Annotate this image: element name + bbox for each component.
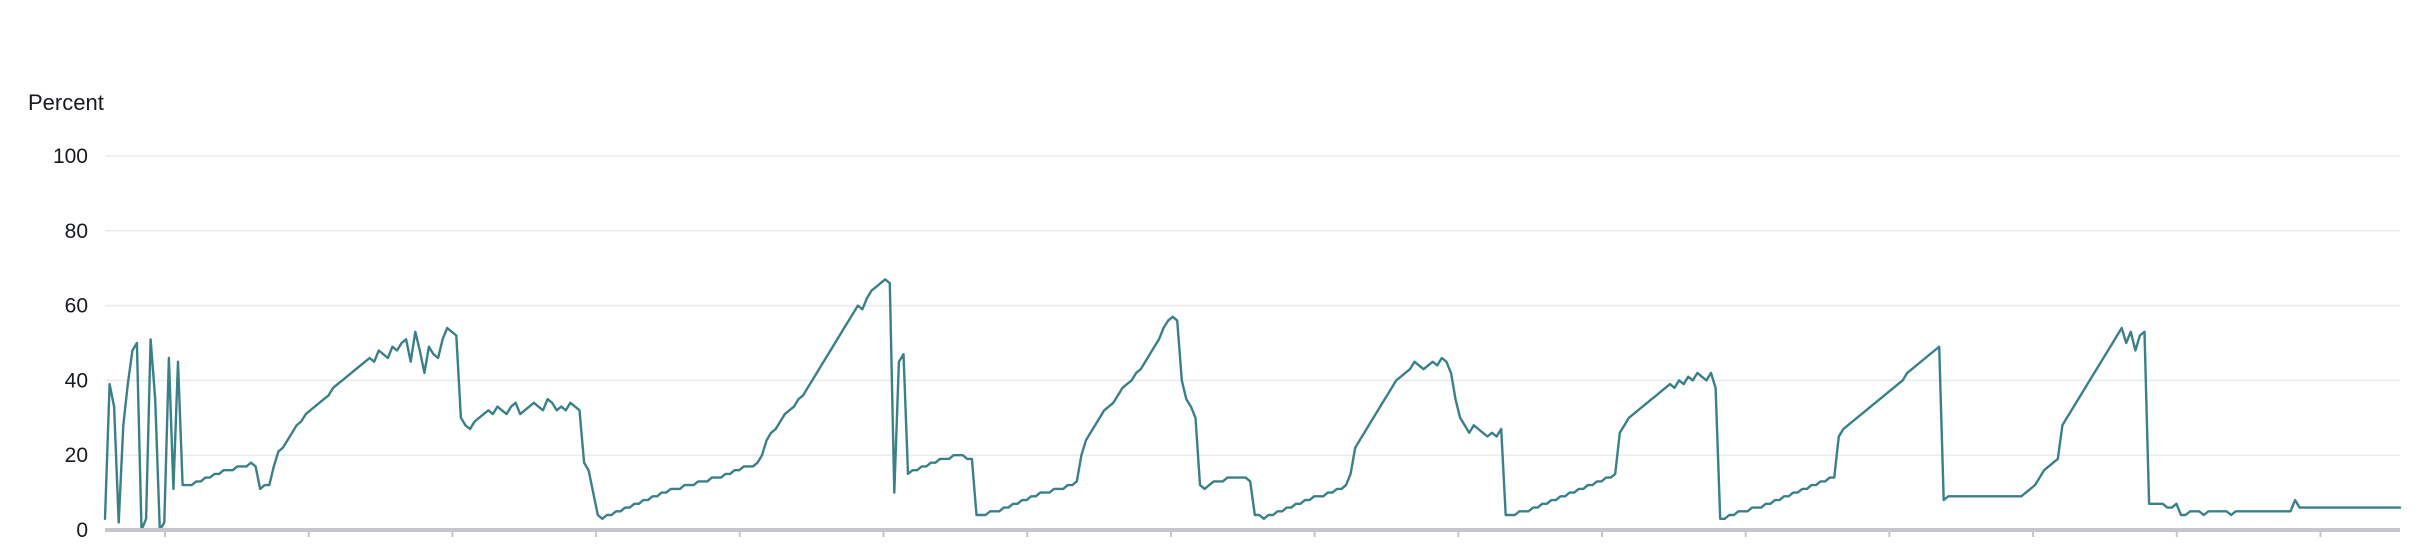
y-tick-label-20: 20: [65, 444, 88, 467]
y-tick-label-60: 60: [65, 295, 88, 318]
y-tick-label-0: 0: [76, 519, 88, 542]
grid-lines: [105, 155, 2400, 456]
y-tick-labels: 0 20 40 60 80 100: [53, 145, 88, 542]
series-line: [103, 278, 2402, 532]
y-axis-label: Percent: [28, 90, 104, 115]
y-tick-label-100: 100: [53, 145, 88, 168]
y-tick-label-40: 40: [65, 369, 88, 392]
y-tick-label-80: 80: [65, 220, 88, 243]
